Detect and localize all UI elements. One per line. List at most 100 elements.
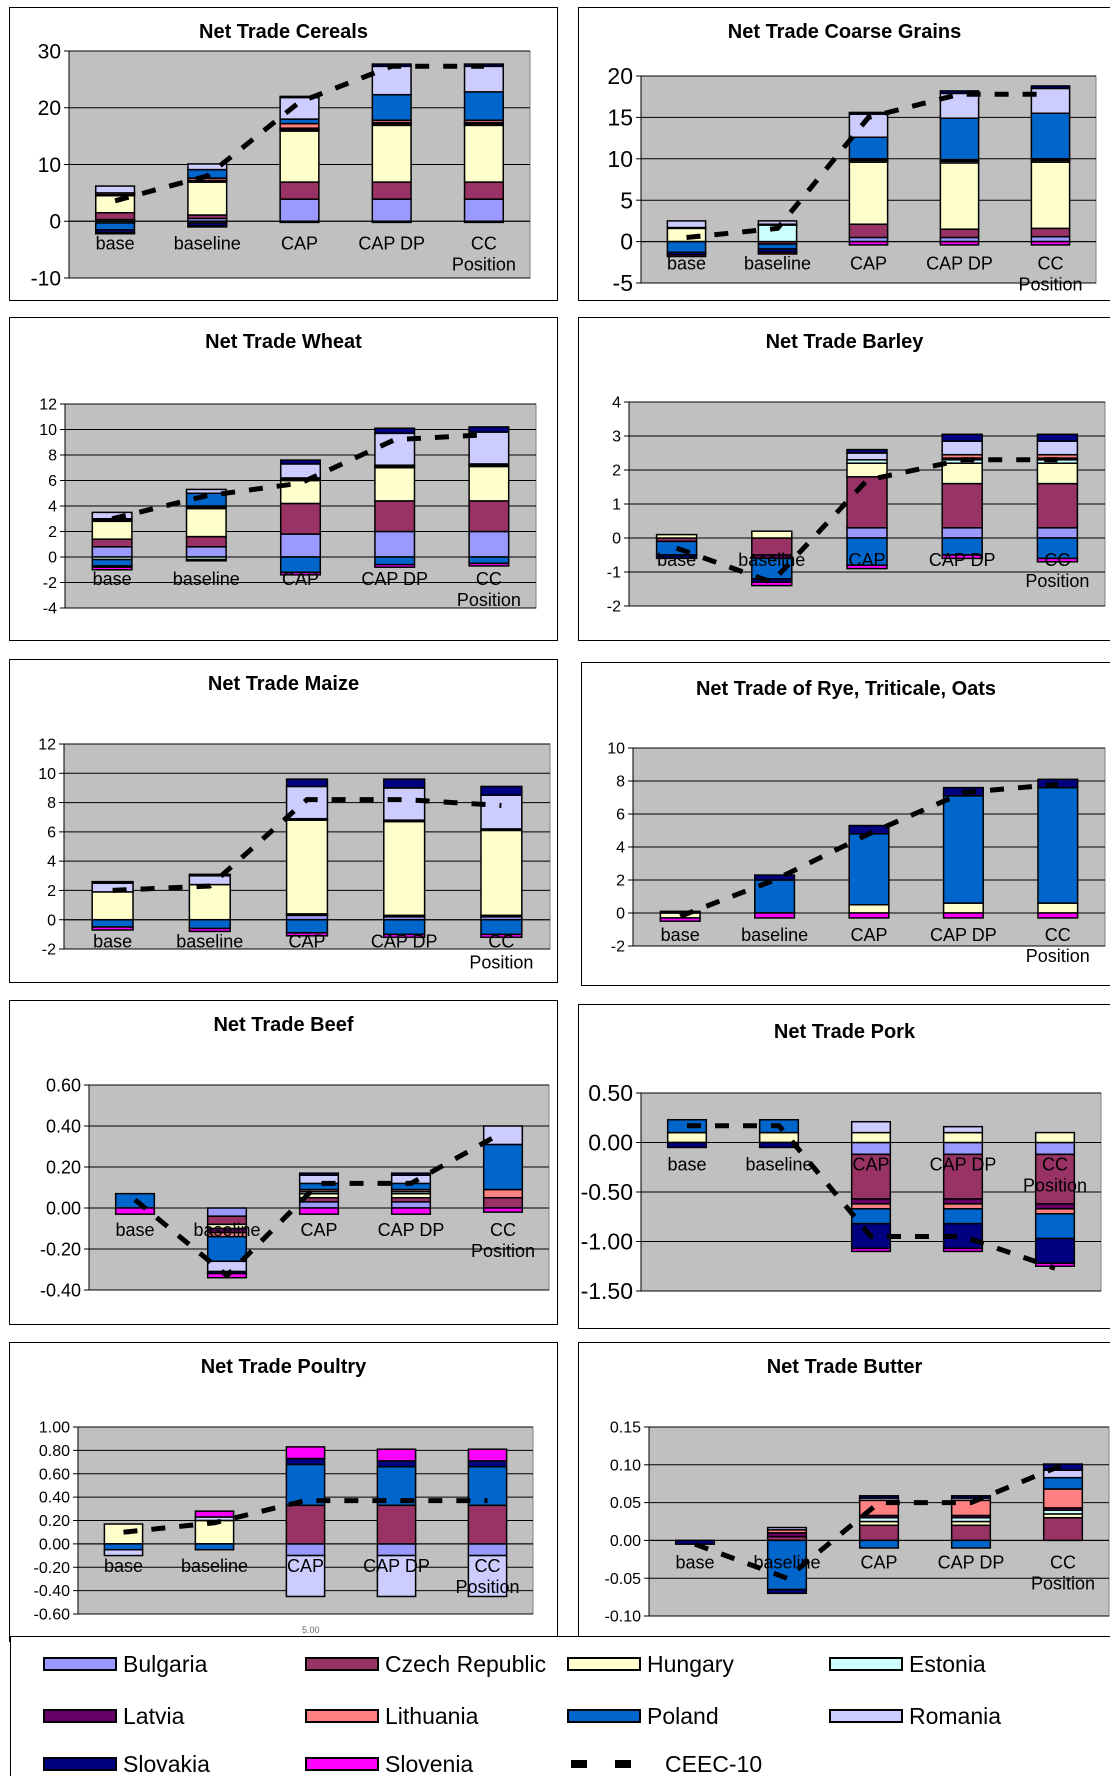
legend-label: Bulgaria	[123, 1650, 208, 1677]
bar-segment	[950, 1495, 992, 1499]
y-tick-label: 0.00	[39, 1536, 70, 1553]
y-tick-label: 0.10	[610, 1457, 641, 1474]
category-label: Position	[1025, 571, 1089, 591]
y-tick-label: 1.00	[39, 1420, 70, 1437]
bar-segment	[188, 883, 231, 921]
bar-segment	[846, 476, 888, 529]
category-label: CC	[1050, 1552, 1076, 1572]
bar-segment	[285, 778, 329, 788]
bar-segment	[1036, 557, 1079, 563]
bar-segment	[187, 181, 228, 216]
bar-segment	[858, 1524, 900, 1542]
legend-label: CEEC-10	[665, 1750, 763, 1777]
bar-segment	[298, 1207, 340, 1215]
bar-segment	[279, 459, 322, 465]
bar-segment	[941, 527, 983, 539]
category-label: base	[96, 233, 135, 253]
y-tick-label: 0.20	[46, 1157, 81, 1177]
chart-title: Net Trade Coarse Grains	[727, 21, 962, 43]
bar-segment	[1030, 85, 1071, 90]
y-tick-label: 4	[616, 840, 625, 857]
category-label: CC	[1042, 1155, 1068, 1175]
bar-segment	[1037, 902, 1079, 914]
bar-segment	[467, 1504, 508, 1545]
bar-segment	[754, 912, 796, 919]
bar-segment	[1034, 1131, 1076, 1144]
bar-segment	[846, 527, 888, 539]
category-label: CAP	[300, 1220, 337, 1240]
category-label: CAP DP	[930, 1155, 997, 1175]
bar-segment	[480, 933, 523, 939]
bar-segment	[482, 1197, 524, 1209]
bar-segment	[374, 500, 416, 533]
legend-item: Hungary	[567, 1650, 734, 1678]
bar-segment	[666, 220, 707, 229]
legend-label: Latvia	[123, 1702, 185, 1729]
bar-segment	[942, 1125, 984, 1134]
bar-segment	[766, 1526, 808, 1531]
category-label: baseline	[744, 254, 811, 274]
bar-segment	[91, 918, 134, 928]
y-tick-label: -10	[31, 267, 61, 290]
y-tick-label: 0.60	[39, 1466, 70, 1483]
bar-segment	[1030, 227, 1071, 238]
bar-segment	[376, 1554, 417, 1598]
bar-segment	[468, 465, 510, 502]
y-tick-label: -5	[613, 270, 633, 296]
legend-label: Lithuania	[385, 1702, 479, 1729]
bar-segment	[103, 1523, 144, 1545]
bar-segment	[103, 1543, 144, 1551]
category-label: CAP DP	[930, 925, 997, 945]
category-label: base	[93, 569, 132, 589]
bar-segment	[941, 440, 983, 456]
bar-segment	[850, 1153, 892, 1200]
category-label: baseline	[181, 1556, 248, 1576]
y-tick-label: 4	[48, 499, 57, 516]
chart-svg: -1.50 -1.00 -0.50 0.00 0.50 base baseline CAP CA…	[581, 1080, 1102, 1304]
bar-segment	[1036, 440, 1079, 456]
y-tick-label: 0.00	[588, 1130, 633, 1156]
chart-title: Net Trade Poultry	[200, 1356, 367, 1378]
bar-segment	[846, 564, 888, 570]
bar-segment	[376, 1448, 417, 1462]
bar-segment	[1042, 1488, 1084, 1509]
bar-segment	[463, 198, 505, 222]
bar-segment	[285, 1554, 326, 1598]
bar-segment	[655, 533, 698, 539]
y-tick-label: 0.05	[610, 1495, 641, 1512]
category-label: CAP DP	[358, 233, 425, 253]
legend-swatch	[305, 1757, 379, 1771]
bar-segment	[376, 1460, 417, 1468]
bar-segment	[188, 873, 231, 877]
bar-segment	[1037, 778, 1079, 789]
category-label: Position	[471, 1241, 535, 1261]
bar-segment	[298, 1201, 340, 1209]
bar-segment	[939, 162, 980, 230]
bar-segment	[659, 917, 701, 922]
bar-segment	[482, 1207, 524, 1213]
chart-title: Net Trade Butter	[766, 1356, 923, 1378]
bar-segment	[942, 1131, 984, 1144]
category-label: CAP DP	[378, 1220, 445, 1240]
bar-segment	[187, 163, 228, 171]
category-label: CAP DP	[929, 550, 996, 570]
y-tick-label: 0.15	[610, 1420, 641, 1437]
y-tick-label: 0.50	[588, 1080, 633, 1106]
category-label: base	[93, 932, 132, 952]
legend-label: Poland	[647, 1702, 719, 1729]
category-label: CAP	[287, 1556, 324, 1576]
bar-segment	[846, 452, 888, 461]
legend-item: Lithuania	[305, 1702, 478, 1730]
legend-label: Czech Republic	[385, 1650, 547, 1677]
bar-segment	[94, 222, 136, 231]
category-label: base	[667, 254, 706, 274]
bar-segment	[848, 223, 889, 239]
bar-segment	[1030, 87, 1071, 115]
legend-label: Slovenia	[385, 1750, 474, 1777]
category-label: CAP DP	[363, 1556, 430, 1576]
category-label: CC	[476, 569, 502, 589]
legend-swatch	[43, 1709, 117, 1723]
legend-label: Romania	[909, 1702, 1002, 1729]
bar-segment	[194, 1510, 235, 1518]
category-label: base	[661, 925, 700, 945]
